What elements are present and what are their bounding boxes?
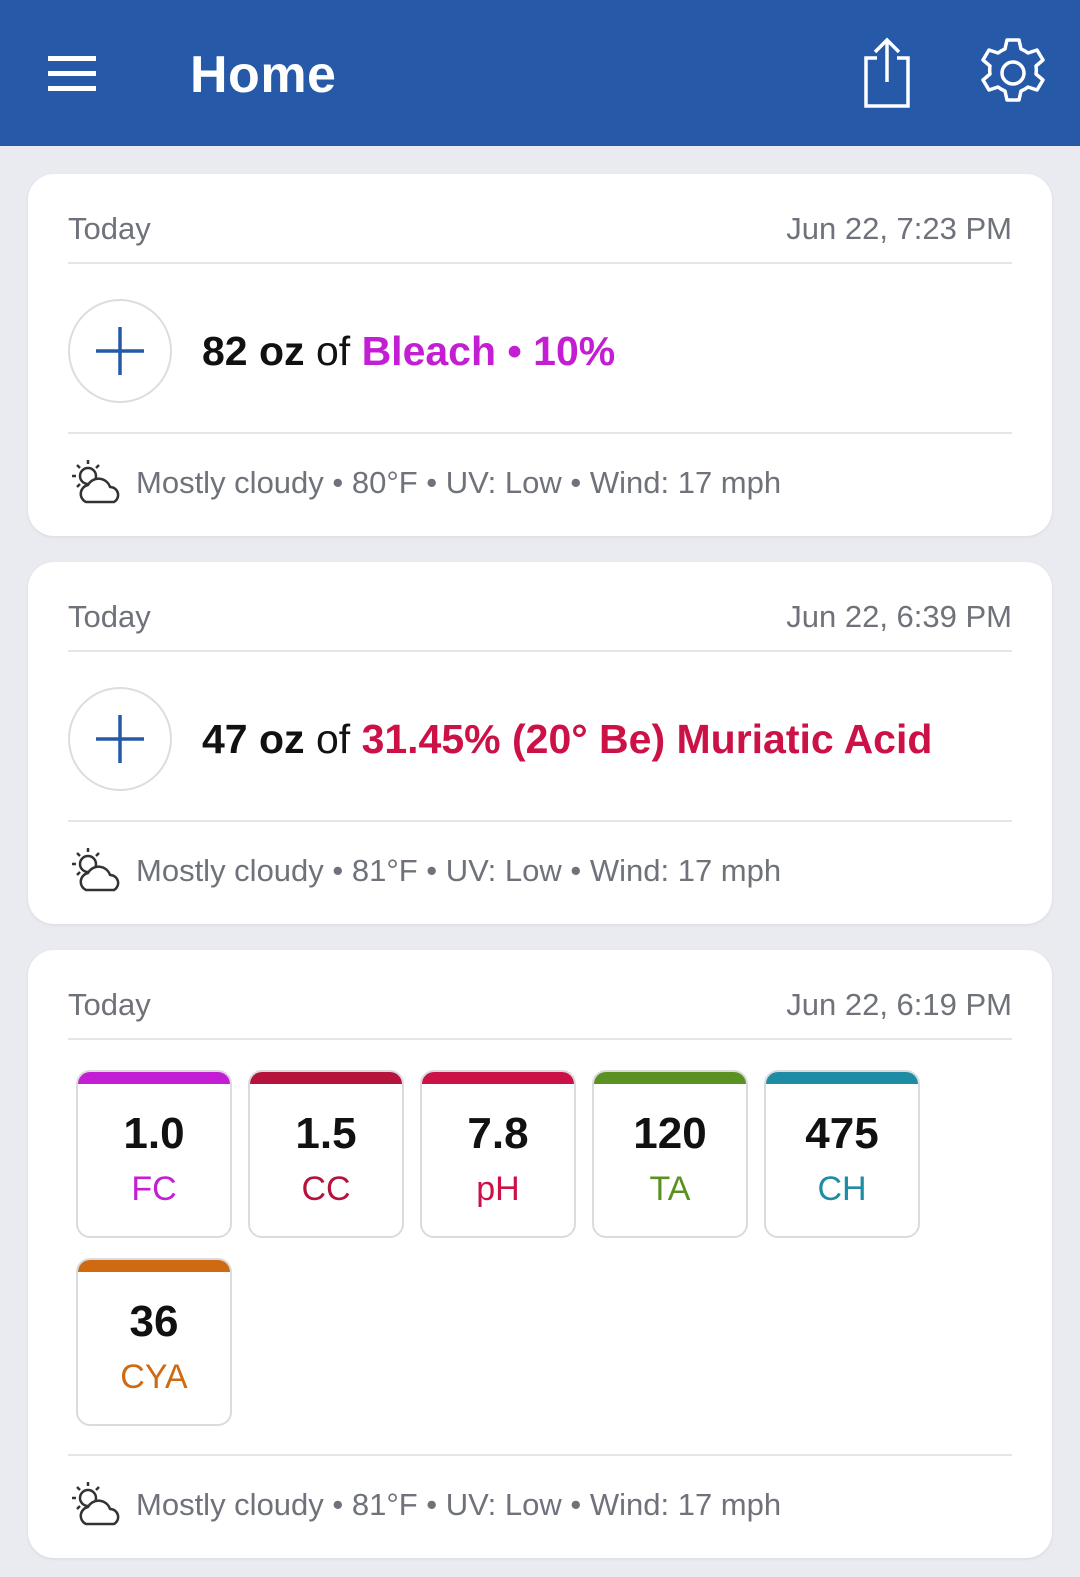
card-day: Today	[68, 599, 151, 634]
reading-tile-fc[interactable]: 1.0 FC	[76, 1070, 232, 1238]
weather-row: Mostly cloudy • 81°F • UV: Low • Wind: 1…	[68, 820, 1012, 920]
dose-of: of	[315, 716, 351, 762]
reading-label: pH	[476, 1170, 520, 1208]
gear-icon	[981, 38, 1045, 102]
weather-text: Mostly cloudy • 81°F • UV: Low • Wind: 1…	[136, 853, 782, 888]
card-timestamp: Jun 22, 6:19 PM	[786, 987, 1012, 1022]
reading-value: 7.8	[467, 1109, 529, 1158]
weather-text: Mostly cloudy • 80°F • UV: Low • Wind: 1…	[136, 465, 782, 500]
tile-color-bar	[78, 1072, 230, 1084]
reading-label: TA	[649, 1170, 691, 1208]
reading-label: CH	[817, 1170, 867, 1208]
log-card-acid[interactable]: Today Jun 22, 6:39 PM 47 oz of 31.45% (2…	[28, 562, 1052, 924]
weather-row: Mostly cloudy • 80°F • UV: Low • Wind: 1…	[68, 432, 1012, 532]
hamburger-icon	[48, 56, 96, 91]
add-dose-button[interactable]	[68, 299, 172, 403]
log-card-readings[interactable]: Today Jun 22, 6:19 PM 1.0 FC 1.5 CC 7.8 …	[28, 950, 1052, 1558]
reading-tile-cya[interactable]: 36 CYA	[76, 1258, 232, 1426]
tile-color-bar	[594, 1072, 746, 1084]
log-card-bleach[interactable]: Today Jun 22, 7:23 PM 82 oz of Bleach • …	[28, 174, 1052, 536]
dose-description: 47 oz of 31.45% (20° Be) Muriatic Acid	[202, 714, 932, 764]
reading-value: 36	[129, 1297, 179, 1346]
partly-cloudy-icon	[72, 460, 120, 504]
tile-color-bar	[422, 1072, 574, 1084]
reading-value: 120	[633, 1109, 707, 1158]
reading-label: CYA	[120, 1358, 188, 1396]
reading-tile-ph[interactable]: 7.8 pH	[420, 1070, 576, 1238]
reading-label: FC	[131, 1170, 177, 1208]
menu-button[interactable]	[40, 46, 104, 100]
tile-color-bar	[766, 1072, 918, 1084]
dose-chemical: Bleach • 10%	[361, 328, 616, 374]
card-header: Today Jun 22, 7:23 PM	[68, 204, 1012, 264]
dose-row: 47 oz of 31.45% (20° Be) Muriatic Acid	[68, 686, 1012, 792]
reading-tile-ch[interactable]: 475 CH	[764, 1070, 920, 1238]
dose-chemical: 31.45% (20° Be) Muriatic Acid	[361, 716, 933, 762]
dose-row: 82 oz of Bleach • 10%	[68, 298, 1012, 404]
share-button[interactable]	[860, 36, 914, 110]
dose-amount: 47 oz	[202, 716, 305, 762]
card-timestamp: Jun 22, 6:39 PM	[786, 599, 1012, 634]
weather-row: Mostly cloudy • 81°F • UV: Low • Wind: 1…	[68, 1454, 1012, 1554]
plus-icon	[96, 715, 144, 763]
card-timestamp: Jun 22, 7:23 PM	[786, 211, 1012, 246]
page-title: Home	[190, 46, 337, 104]
plus-icon	[96, 327, 144, 375]
card-header: Today Jun 22, 6:19 PM	[68, 980, 1012, 1040]
card-header: Today Jun 22, 6:39 PM	[68, 592, 1012, 652]
reading-value: 1.0	[123, 1109, 185, 1158]
reading-value: 475	[805, 1109, 879, 1158]
card-day: Today	[68, 987, 151, 1022]
settings-button[interactable]	[976, 36, 1050, 110]
dose-amount: 82 oz	[202, 328, 305, 374]
partly-cloudy-icon	[72, 848, 120, 892]
weather-text: Mostly cloudy • 81°F • UV: Low • Wind: 1…	[136, 1487, 782, 1522]
partly-cloudy-icon	[72, 1482, 120, 1526]
reading-tile-cc[interactable]: 1.5 CC	[248, 1070, 404, 1238]
share-icon	[864, 37, 910, 108]
reading-value: 1.5	[295, 1109, 357, 1158]
app-bar: Home	[0, 0, 1080, 146]
tile-color-bar	[78, 1260, 230, 1272]
add-dose-button[interactable]	[68, 687, 172, 791]
dose-of: of	[315, 328, 351, 374]
reading-tile-ta[interactable]: 120 TA	[592, 1070, 748, 1238]
dose-description: 82 oz of Bleach • 10%	[202, 326, 615, 376]
tile-color-bar	[250, 1072, 402, 1084]
reading-label: CC	[301, 1170, 351, 1208]
card-day: Today	[68, 211, 151, 246]
